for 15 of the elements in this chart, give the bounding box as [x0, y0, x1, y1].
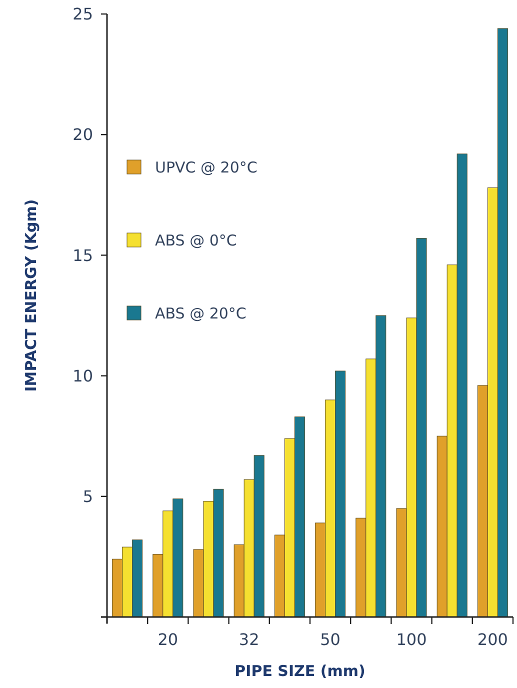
x-axis-title: PIPE SIZE (mm)	[234, 662, 366, 680]
y-tick-label: 5	[82, 487, 93, 506]
y-tick-label: 25	[72, 4, 93, 24]
x-tick-label: 20	[158, 630, 178, 649]
y-axis-title: IMPACT ENERGY (Kgm)	[22, 199, 40, 392]
x-tick-label: 200	[477, 630, 508, 649]
legend-label: ABS @ 0°C	[155, 231, 237, 250]
x-tick-label: 100	[396, 630, 427, 649]
legend-label: ABS @ 20°C	[155, 304, 246, 322]
x-tick-label: 50	[320, 630, 340, 649]
legend-label: UPVC @ 20°C	[155, 158, 258, 176]
y-tick-label: 15	[72, 246, 93, 265]
y-tick-label: 10	[72, 366, 93, 386]
x-tick-label: 32	[238, 630, 260, 649]
y-tick-label: 20	[72, 125, 93, 144]
